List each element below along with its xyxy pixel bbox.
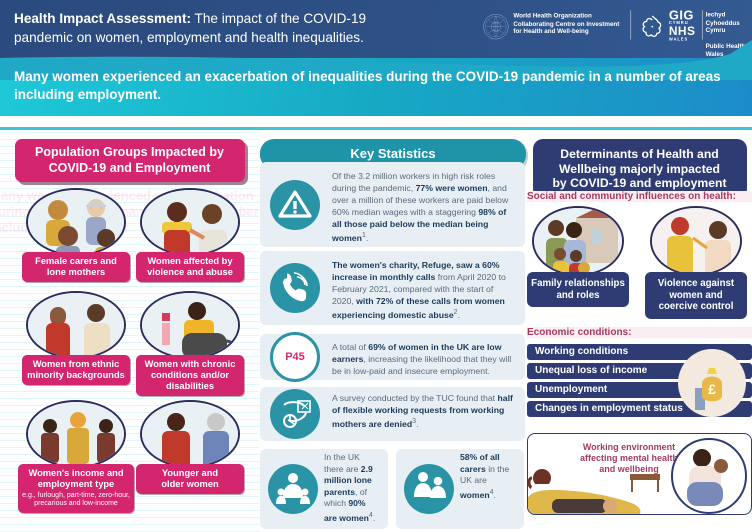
svg-text:£: £: [708, 381, 716, 397]
